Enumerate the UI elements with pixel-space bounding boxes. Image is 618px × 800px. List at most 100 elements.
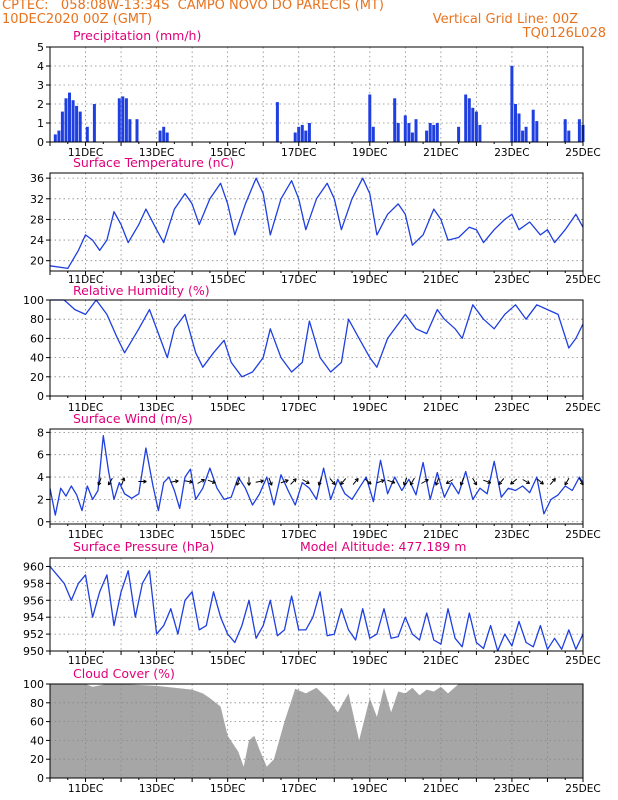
wind-arrow: [121, 477, 126, 486]
precip-bar: [304, 130, 308, 142]
wind-ytick-label: 2: [37, 493, 44, 506]
precip-bar: [68, 92, 71, 142]
wind-arrow-head: [246, 482, 250, 486]
precip-ytick-label: 1: [37, 117, 44, 130]
wind-arrow-shaft: [318, 477, 322, 486]
precip-bar: [78, 111, 82, 142]
wind-arrow-head: [391, 482, 395, 484]
cloud-xtick-label: 23DEC: [494, 783, 529, 795]
wind-arrow-head: [426, 479, 429, 483]
wind-arrow-head: [175, 480, 179, 484]
cloud-ytick-label: 20: [30, 753, 44, 766]
precip-panel: 0 1 2 3 4 5 11DEC 13DEC 15DEC 17DEC 19DEC 21DEC 23DE…: [37, 28, 601, 159]
precip-bar: [135, 119, 139, 142]
wind-xtick-label: 17DEC: [281, 529, 316, 541]
temp-ytick-label: 32: [30, 193, 44, 206]
wind-arrow-head: [367, 482, 372, 485]
wind-arrow: [536, 478, 544, 485]
precip-bar: [117, 98, 121, 142]
wind-arrow: [138, 479, 147, 484]
pres-xtick-label: 21DEC: [423, 655, 458, 667]
wind-arrow: [522, 479, 531, 484]
precip-bar: [403, 115, 407, 142]
rh-xtick-label: 17DEC: [281, 402, 316, 414]
temp-xtick-label: 25DEC: [565, 274, 600, 286]
wind-arrow-shaft: [268, 477, 273, 486]
wind-xtick-label: 21DEC: [423, 529, 458, 541]
wind-arrow-shaft: [460, 477, 465, 486]
wind-arrow-head: [268, 482, 273, 486]
wind-ytick-label: 0: [37, 516, 44, 529]
wind-arrow: [387, 479, 396, 484]
rh-ytick-label: 80: [30, 313, 44, 326]
wind-ytick-label: 4: [37, 471, 44, 484]
wind-ytick-label: 6: [37, 449, 44, 462]
precip-bar: [60, 111, 64, 142]
wind-arrow-shaft: [421, 479, 429, 484]
temp-title: Surface Temperature (nC): [73, 155, 234, 170]
pres-ytick-label: 958: [23, 577, 44, 590]
temp-panel: 20 24 28 32 36 11DEC 13DEC 15DEC 17DEC 19DEC 21DEC…: [30, 155, 601, 286]
pres-panel: 950 952 954 956 958 960 11DEC 13DEC 15DEC 17DEC 19…: [23, 539, 601, 667]
wind-arrow-shaft: [446, 479, 454, 484]
wind-arrow-shaft: [329, 478, 336, 485]
precip-bar: [128, 119, 132, 142]
wind-arrow: [549, 478, 556, 485]
rh-xtick-label: 11DEC: [68, 402, 103, 414]
precip-bar: [371, 126, 375, 142]
wind-arrow-head: [284, 479, 289, 481]
temp-ytick-label: 20: [30, 255, 44, 268]
wind-arrow-head: [473, 482, 477, 486]
temp-xtick-label: 11DEC: [68, 274, 103, 286]
wind-arrow: [246, 477, 252, 486]
precip-bar: [517, 113, 521, 142]
wind-arrow-shaft: [564, 477, 570, 486]
wind-ytick-label: 8: [37, 426, 44, 439]
wind-arrow-shaft: [549, 478, 556, 485]
wind-arrow-head: [294, 478, 297, 483]
precip-bar: [410, 132, 414, 142]
precip-xtick-label: 15DEC: [210, 147, 245, 159]
precip-bar: [75, 105, 79, 142]
wind-arrow: [409, 477, 415, 486]
wind-arrow: [421, 479, 429, 484]
wind-arrow: [107, 477, 113, 486]
wind-arrow: [340, 478, 347, 486]
wind-arrow: [170, 479, 179, 484]
wind-arrow-head: [445, 480, 449, 484]
cloud-panel: 0 20 40 60 80 100 11DEC 13DEC 15DEC 17DEC 19DEC 21D…: [23, 666, 601, 795]
wind-arrow-shaft: [107, 477, 113, 486]
header-model-id: TQ0126L028: [522, 26, 606, 41]
precip-bar: [567, 130, 571, 142]
pres-ytick-label: 952: [23, 628, 44, 641]
wind-arrow-shaft: [498, 478, 505, 485]
precip-ytick-label: 2: [37, 98, 44, 111]
precip-bar: [464, 94, 468, 142]
wind-arrow-shaft: [510, 478, 518, 485]
precip-bar: [428, 123, 432, 142]
precip-xtick-label: 19DEC: [352, 147, 387, 159]
rh-ytick-label: 40: [30, 352, 44, 365]
header-datetime: 10DEC2020 00Z (GMT): [2, 12, 153, 27]
wind-arrow-head: [97, 481, 99, 486]
rh-title: Relative Humidity (%): [73, 283, 210, 298]
rh-xtick-label: 13DEC: [139, 402, 174, 414]
cloud-xtick-label: 13DEC: [139, 783, 174, 795]
wind-arrow: [197, 479, 205, 484]
wind-arrow-shaft: [387, 479, 396, 484]
wind-arrow-shaft: [290, 478, 297, 485]
wind-arrow-head: [235, 481, 238, 486]
rh-frame: [49, 299, 584, 397]
wind-arrow-head: [331, 482, 336, 486]
precip-xtick-label: 21DEC: [423, 147, 458, 159]
wind-arrow: [498, 478, 505, 486]
precip-bar: [124, 98, 128, 142]
wind-arrow-head: [340, 481, 342, 485]
wind-arrow: [329, 478, 336, 486]
precip-bar: [165, 132, 169, 142]
cloud-xtick-label: 15DEC: [210, 783, 245, 795]
pres-xtick-label: 19DEC: [352, 655, 387, 667]
temp-xtick-label: 13DEC: [139, 274, 174, 286]
wind-arrow-shaft: [403, 477, 408, 486]
